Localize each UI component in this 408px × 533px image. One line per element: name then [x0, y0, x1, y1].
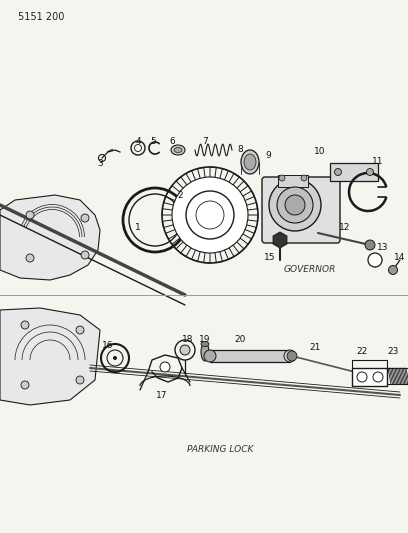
Circle shape [76, 326, 84, 334]
Circle shape [172, 177, 248, 253]
Ellipse shape [171, 145, 185, 155]
Ellipse shape [204, 350, 216, 362]
Polygon shape [0, 308, 100, 405]
Bar [330, 163, 378, 181]
Circle shape [373, 372, 383, 382]
Text: 2: 2 [177, 190, 183, 199]
Polygon shape [0, 195, 100, 280]
Circle shape [366, 168, 373, 175]
FancyBboxPatch shape [262, 177, 340, 243]
Text: 16: 16 [102, 341, 114, 350]
Text: 22: 22 [356, 348, 368, 357]
Circle shape [21, 381, 29, 389]
Circle shape [160, 362, 170, 372]
Text: 4: 4 [135, 136, 141, 146]
Text: 3: 3 [97, 159, 103, 168]
Text: 10: 10 [314, 148, 326, 157]
Bar [278, 175, 308, 187]
Text: PARKING LOCK: PARKING LOCK [187, 446, 253, 455]
Text: 7: 7 [202, 136, 208, 146]
Text: 19: 19 [199, 335, 211, 344]
Text: 13: 13 [377, 244, 389, 253]
Circle shape [368, 253, 382, 267]
Circle shape [301, 175, 307, 181]
Ellipse shape [284, 350, 296, 362]
Ellipse shape [241, 150, 259, 174]
Circle shape [388, 265, 397, 274]
Ellipse shape [201, 342, 209, 346]
Ellipse shape [201, 343, 209, 361]
Circle shape [279, 175, 285, 181]
Text: 17: 17 [156, 391, 168, 400]
Text: 1: 1 [135, 223, 141, 232]
Text: 20: 20 [234, 335, 246, 344]
Bar [210, 350, 290, 362]
Ellipse shape [244, 154, 256, 170]
Text: 14: 14 [394, 254, 406, 262]
Circle shape [76, 376, 84, 384]
Text: 5151 200: 5151 200 [18, 12, 64, 22]
Text: 8: 8 [237, 146, 243, 155]
Circle shape [21, 321, 29, 329]
Circle shape [285, 195, 305, 215]
Circle shape [365, 240, 375, 250]
Text: 9: 9 [265, 150, 271, 159]
Circle shape [287, 351, 297, 361]
Ellipse shape [174, 148, 182, 152]
Circle shape [180, 345, 190, 355]
Circle shape [81, 251, 89, 259]
Text: 23: 23 [387, 348, 399, 357]
Polygon shape [273, 232, 287, 248]
Circle shape [81, 214, 89, 222]
Text: 18: 18 [182, 335, 194, 344]
Circle shape [269, 179, 321, 231]
Text: 11: 11 [372, 157, 384, 166]
Text: 12: 12 [339, 223, 351, 232]
Circle shape [357, 372, 367, 382]
Circle shape [26, 211, 34, 219]
Circle shape [277, 187, 313, 223]
Circle shape [186, 191, 234, 239]
Bar [352, 368, 387, 386]
Text: 6: 6 [169, 136, 175, 146]
Circle shape [26, 254, 34, 262]
Circle shape [335, 168, 341, 175]
Text: 5: 5 [150, 136, 156, 146]
Text: GOVERNOR: GOVERNOR [284, 265, 336, 274]
Text: 21: 21 [309, 343, 321, 352]
Circle shape [113, 356, 117, 360]
Text: 15: 15 [264, 254, 276, 262]
